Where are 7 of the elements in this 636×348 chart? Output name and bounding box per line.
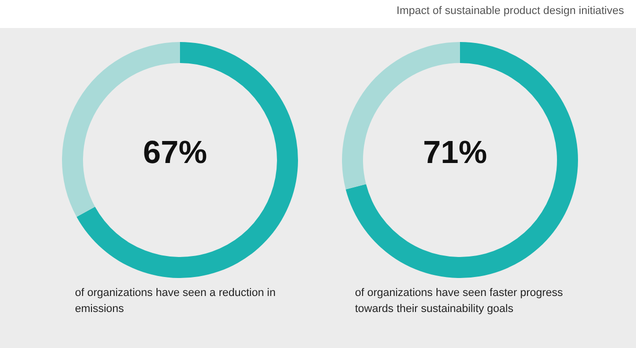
donut-slice bbox=[346, 42, 578, 278]
chart-title: Impact of sustainable product design initiatives bbox=[396, 5, 624, 17]
text: 67% bbox=[142, 134, 208, 171]
text: of organizations have seen faster progress towards their sustainability goals bbox=[355, 286, 564, 317]
text: of organizations have seen a reduction in emissions bbox=[75, 286, 277, 317]
donut-slice bbox=[76, 42, 298, 278]
text: 71% bbox=[422, 134, 488, 171]
